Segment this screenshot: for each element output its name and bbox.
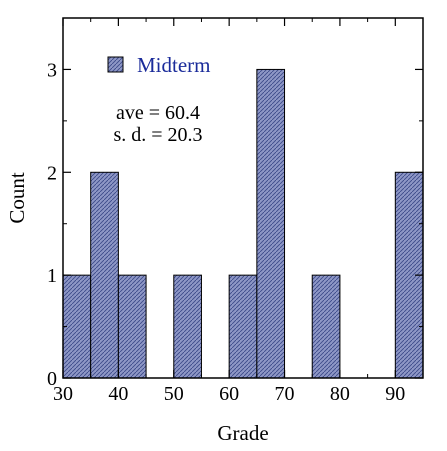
x-tick-label-60: 60	[219, 383, 239, 405]
histogram-bar-65-70	[256, 68, 286, 379]
histogram-bar-35-40	[90, 171, 119, 379]
plot-frame	[62, 17, 424, 379]
x-tick-label-70: 70	[275, 383, 295, 405]
x-tick-label-50: 50	[164, 383, 184, 405]
y-tick-label-3: 3	[47, 59, 57, 81]
x-tick-label-40: 40	[108, 383, 128, 405]
x-axis-title: Grade	[217, 421, 268, 445]
y-tick-label-0: 0	[47, 368, 57, 390]
y-tick-label-1: 1	[47, 265, 57, 287]
tick-labels-layer: 30 40 50 60 70 80 90 0 1 2 3	[47, 59, 405, 405]
histogram-bar-50-55	[173, 274, 202, 379]
y-axis-title: Count	[5, 172, 29, 224]
y-tick-label-2: 2	[47, 162, 57, 184]
annotation-mean: ave = 60.4	[116, 102, 200, 124]
legend: Midterm	[107, 53, 211, 77]
histogram-bar-40-45	[117, 274, 147, 379]
histogram-bar-30-35	[62, 274, 92, 379]
histogram-bar-75-80	[311, 274, 341, 379]
legend-label-midterm: Midterm	[137, 53, 211, 77]
legend-swatch	[107, 56, 124, 73]
x-tick-label-80: 80	[330, 383, 350, 405]
histogram-bar-60-65	[228, 274, 258, 379]
ticks-layer	[62, 18, 423, 379]
bars-layer	[62, 68, 424, 379]
annotation-sd: s. d. = 20.3	[113, 124, 202, 146]
x-tick-label-90: 90	[385, 383, 405, 405]
x-tick-label-30: 30	[53, 383, 73, 405]
